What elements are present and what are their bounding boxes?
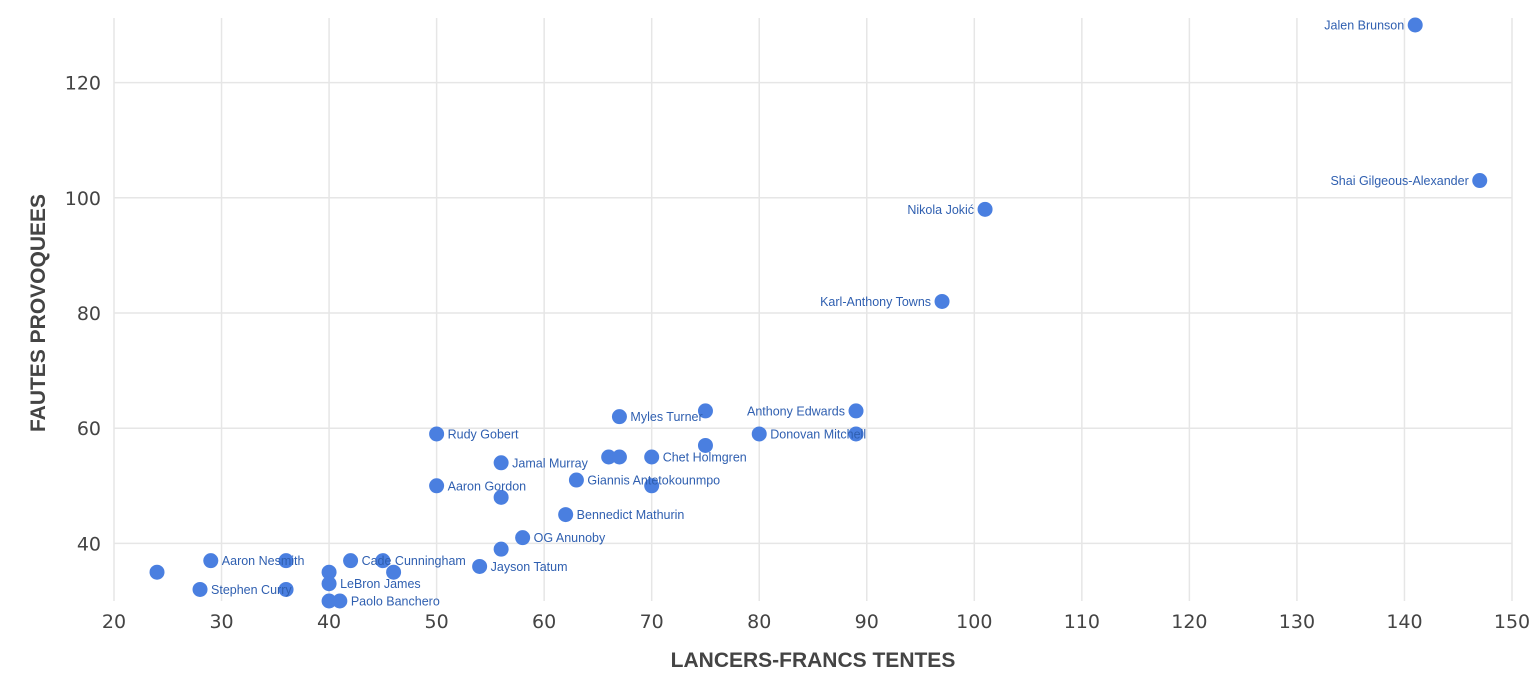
data-point — [321, 576, 337, 592]
x-axis-title: LANCERS-FRANCS TENTES — [671, 649, 956, 672]
grid — [113, 18, 1513, 601]
data-point — [149, 564, 165, 580]
x-tick-label: 50 — [425, 611, 449, 633]
x-tick-label: 80 — [747, 611, 771, 633]
data-point — [1472, 173, 1488, 189]
x-tick-label: 20 — [102, 611, 126, 633]
data-point — [977, 201, 993, 217]
y-tick-label: 120 — [65, 73, 101, 95]
data-point — [611, 449, 627, 465]
data-point — [343, 553, 359, 569]
point-label: Chet Holmgren — [663, 451, 747, 465]
data-point — [429, 478, 445, 494]
point-label: Rudy Gobert — [448, 427, 519, 441]
x-tick-label: 130 — [1279, 611, 1315, 633]
x-tick-label: 40 — [317, 611, 341, 633]
data-point — [697, 437, 713, 453]
data-point — [278, 553, 294, 569]
point-label: Shai Gilgeous-Alexander — [1330, 174, 1468, 188]
data-point — [644, 449, 660, 465]
point-label: Stephen Curry — [211, 583, 292, 597]
data-point — [568, 472, 584, 488]
data-point — [321, 593, 337, 609]
point-label: LeBron James — [340, 577, 421, 591]
x-tick-label: 150 — [1494, 611, 1530, 633]
point-label: Giannis Antetokounmpo — [587, 474, 720, 488]
data-point — [321, 564, 337, 580]
data-point — [472, 558, 488, 574]
point-label: Jalen Brunson — [1324, 19, 1404, 33]
point-label: Myles Turner — [630, 410, 702, 424]
data-point — [192, 581, 208, 597]
x-tick-label: 120 — [1171, 611, 1207, 633]
y-axis-title: FAUTES PROVOQUEES — [27, 194, 50, 432]
data-point — [601, 449, 617, 465]
y-tick-label: 80 — [77, 303, 101, 325]
data-point — [848, 426, 864, 442]
data-point — [429, 426, 445, 442]
data-point — [203, 553, 219, 569]
point-label: Donovan Mitchell — [770, 427, 866, 441]
x-tick-label: 110 — [1064, 611, 1100, 633]
point-label: Karl-Anthony Towns — [820, 295, 931, 309]
data-point — [751, 426, 767, 442]
y-tick-label: 100 — [65, 188, 101, 210]
point-labels: Jalen Brunson Shai Gilgeous-Alexander Niko… — [211, 19, 1469, 609]
point-label: Nikola Jokić — [907, 203, 974, 217]
data-point — [493, 455, 509, 471]
data-point — [558, 507, 574, 523]
point-label: Bennedict Mathurin — [577, 508, 685, 522]
x-tick-label: 140 — [1386, 611, 1422, 633]
point-label: Jayson Tatum — [491, 560, 568, 574]
point-label: Aaron Gordon — [448, 479, 527, 493]
data-point — [644, 478, 660, 494]
y-tick-label: 60 — [77, 418, 101, 440]
data-point — [934, 293, 950, 309]
x-tick-label: 100 — [956, 611, 992, 633]
data-point — [278, 581, 294, 597]
data-point — [515, 530, 531, 546]
data-point — [386, 564, 402, 580]
point-label: Jamal Murray — [512, 456, 588, 470]
data-point — [1407, 17, 1423, 33]
data-points — [149, 17, 1488, 609]
data-point — [848, 403, 864, 419]
data-point — [375, 553, 391, 569]
data-point — [493, 541, 509, 557]
point-label: OG Anunoby — [534, 531, 606, 545]
x-tick-label: 60 — [532, 611, 556, 633]
x-tick-label: 90 — [855, 611, 879, 633]
y-tick-label: 40 — [77, 533, 101, 555]
point-label: Aaron Nesmith — [222, 554, 305, 568]
data-point — [332, 593, 348, 609]
axis-ticks: 20 30 40 50 60 70 80 90 100 110 120 130 140 150 40 60 80… — [65, 73, 1530, 633]
x-tick-label: 30 — [209, 611, 233, 633]
data-point — [697, 403, 713, 419]
data-point — [493, 489, 509, 505]
point-label: Paolo Banchero — [351, 595, 440, 609]
point-label: Cade Cunningham — [362, 554, 466, 568]
data-point — [611, 409, 627, 425]
point-label: Anthony Edwards — [747, 404, 845, 418]
x-tick-label: 70 — [640, 611, 664, 633]
